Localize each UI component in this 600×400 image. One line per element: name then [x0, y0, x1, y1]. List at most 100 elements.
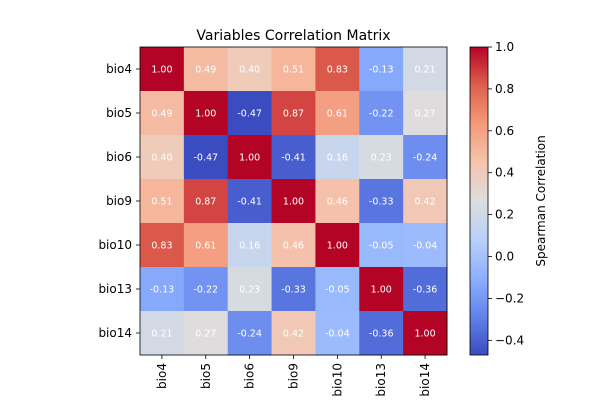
heatmap-cell-bio6-bio14	[403, 135, 448, 180]
y-tick-label-bio9: bio9	[106, 194, 132, 208]
colorbar-ticks: −0.4 −0.2 0.0 0.2 0.4 0.6 0.8 1.0	[488, 40, 524, 347]
cell-value-label: 0.49	[151, 109, 172, 120]
heatmap-cell-bio9-bio13	[359, 179, 404, 224]
cell-value-label: 1.00	[239, 153, 260, 164]
colorbar-tick-label: −0.2	[495, 291, 524, 305]
colorbar-tick-label: 0.4	[495, 166, 514, 180]
x-tick-label-bio4: bio4	[155, 363, 169, 389]
cell-value-label: 0.23	[239, 285, 260, 296]
cell-value-label: 1.00	[195, 109, 216, 120]
heatmap-cell-bio6-bio13	[359, 135, 404, 180]
heatmap-cell-bio14-bio10	[315, 311, 360, 356]
cell-value-label: 1.00	[151, 65, 172, 76]
heatmap-cell-bio5-bio14	[403, 91, 448, 136]
heatmap-cell-bio13-bio10	[315, 267, 360, 312]
heatmap-cell-labels: 1.00 0.49 0.40 0.51 0.83 -0.13 0.21 0.49 1.00 -0.…	[150, 65, 438, 340]
heatmap-cell-bio10-bio6	[227, 223, 273, 268]
heatmap-cell-bio10-bio10	[315, 223, 360, 268]
heatmap-cell-bio10-bio4	[140, 223, 185, 268]
heatmap-cell-bio13-bio9	[271, 267, 316, 312]
chart-title: Variables Correlation Matrix	[196, 28, 390, 44]
heatmap-cell-bio9-bio14	[403, 179, 448, 224]
heatmap-cell-bio4-bio13	[359, 47, 404, 92]
cell-value-label: 0.21	[414, 65, 435, 76]
heatmap-cell-bio13-bio13	[359, 267, 404, 312]
cell-value-label: -0.05	[325, 285, 350, 296]
x-tick-label-bio6: bio6	[243, 363, 257, 389]
cell-value-label: 0.23	[371, 153, 392, 164]
y-tick-label-bio4: bio4	[106, 62, 132, 76]
cell-value-label: 0.16	[239, 241, 260, 252]
cell-value-label: 0.46	[283, 241, 304, 252]
heatmap-cell-bio6-bio10	[315, 135, 360, 180]
cell-value-label: 0.87	[283, 109, 304, 120]
y-axis-ticks: bio4 bio5 bio6 bio9 bio10 bio13 bio14	[98, 62, 140, 340]
heatmap-cell-bio4-bio14	[403, 47, 448, 92]
heatmap-cell-bio6-bio4	[140, 135, 185, 180]
heatmap-cell-bio10-bio9	[271, 223, 316, 268]
heatmap-cell-bio4-bio4	[140, 47, 185, 92]
heatmap-cell-bio13-bio5	[183, 267, 229, 312]
colorbar: −0.4 −0.2 0.0 0.2 0.4 0.6 0.8 1.0 Spearman Corr…	[469, 40, 548, 356]
cell-value-label: 0.42	[283, 329, 304, 340]
cell-value-label: -0.33	[369, 197, 394, 208]
cell-value-label: 1.00	[283, 197, 304, 208]
cell-value-label: 0.42	[414, 197, 435, 208]
x-tick-label-bio9: bio9	[287, 363, 301, 389]
heatmap-cell-bio10-bio13	[359, 223, 404, 268]
heatmap-cell-bio4-bio9	[271, 47, 316, 92]
cell-value-label: -0.24	[237, 329, 262, 340]
heatmap-cell-bio13-bio4	[140, 267, 185, 312]
heatmap-cell-bio5-bio5	[183, 91, 229, 136]
y-tick-label-bio10: bio10	[98, 238, 132, 252]
heatmap-cell-bio4-bio6	[227, 47, 273, 92]
heatmap-cell-bio4-bio10	[315, 47, 360, 92]
x-tick-label-bio13: bio13	[374, 363, 388, 397]
cell-value-label: 0.87	[195, 197, 216, 208]
heatmap-cell-bio14-bio13	[359, 311, 404, 356]
cell-value-label: -0.36	[369, 329, 394, 340]
cell-value-label: 0.27	[414, 109, 435, 120]
colorbar-tick-label: 0.8	[495, 82, 514, 96]
cell-value-label: -0.33	[281, 285, 306, 296]
cell-value-label: 0.46	[327, 197, 348, 208]
cell-value-label: 0.21	[151, 329, 172, 340]
cell-value-label: 0.49	[195, 65, 216, 76]
heatmap-cell-bio5-bio6	[227, 91, 273, 136]
cell-value-label: -0.24	[413, 153, 438, 164]
colorbar-tick-label: 0.0	[495, 250, 514, 264]
heatmap-cell-bio14-bio6	[227, 311, 273, 356]
heatmap-cell-bio10-bio5	[183, 223, 229, 268]
cell-value-label: -0.41	[237, 197, 262, 208]
heatmap-cell-bio5-bio9	[271, 91, 316, 136]
cell-value-label: 1.00	[327, 241, 348, 252]
cell-value-label: -0.22	[369, 109, 394, 120]
colorbar-tick-label: 0.6	[495, 124, 514, 138]
heatmap-cell-bio9-bio5	[183, 179, 229, 224]
cell-value-label: 1.00	[371, 285, 392, 296]
cell-value-label: 0.40	[239, 65, 260, 76]
cell-value-label: -0.22	[193, 285, 218, 296]
cell-value-label: -0.04	[413, 241, 438, 252]
y-tick-label-bio6: bio6	[106, 150, 132, 164]
heatmap-cell-bio5-bio10	[315, 91, 360, 136]
cell-value-label: 1.00	[414, 329, 435, 340]
cell-value-label: -0.47	[193, 153, 218, 164]
cell-value-label: 0.16	[327, 153, 348, 164]
heatmap-cell-bio14-bio5	[183, 311, 229, 356]
heatmap-cells	[140, 47, 448, 356]
heatmap-cell-bio5-bio4	[140, 91, 185, 136]
heatmap-cell-bio10-bio14	[403, 223, 448, 268]
x-axis-ticks: bio4 bio5 bio6 bio9 bio10 bio13 bio14	[155, 355, 432, 397]
cell-value-label: 0.51	[151, 197, 172, 208]
x-tick-label-bio14: bio14	[418, 363, 432, 397]
heatmap-cell-bio5-bio13	[359, 91, 404, 136]
heatmap-cell-bio4-bio5	[183, 47, 229, 92]
heatmap-cell-bio6-bio6	[227, 135, 273, 180]
y-tick-label-bio13: bio13	[98, 282, 132, 296]
cell-value-label: 0.61	[327, 109, 348, 120]
heatmap-cell-bio9-bio6	[227, 179, 273, 224]
cell-value-label: -0.47	[237, 109, 262, 120]
cell-value-label: 0.83	[151, 241, 172, 252]
